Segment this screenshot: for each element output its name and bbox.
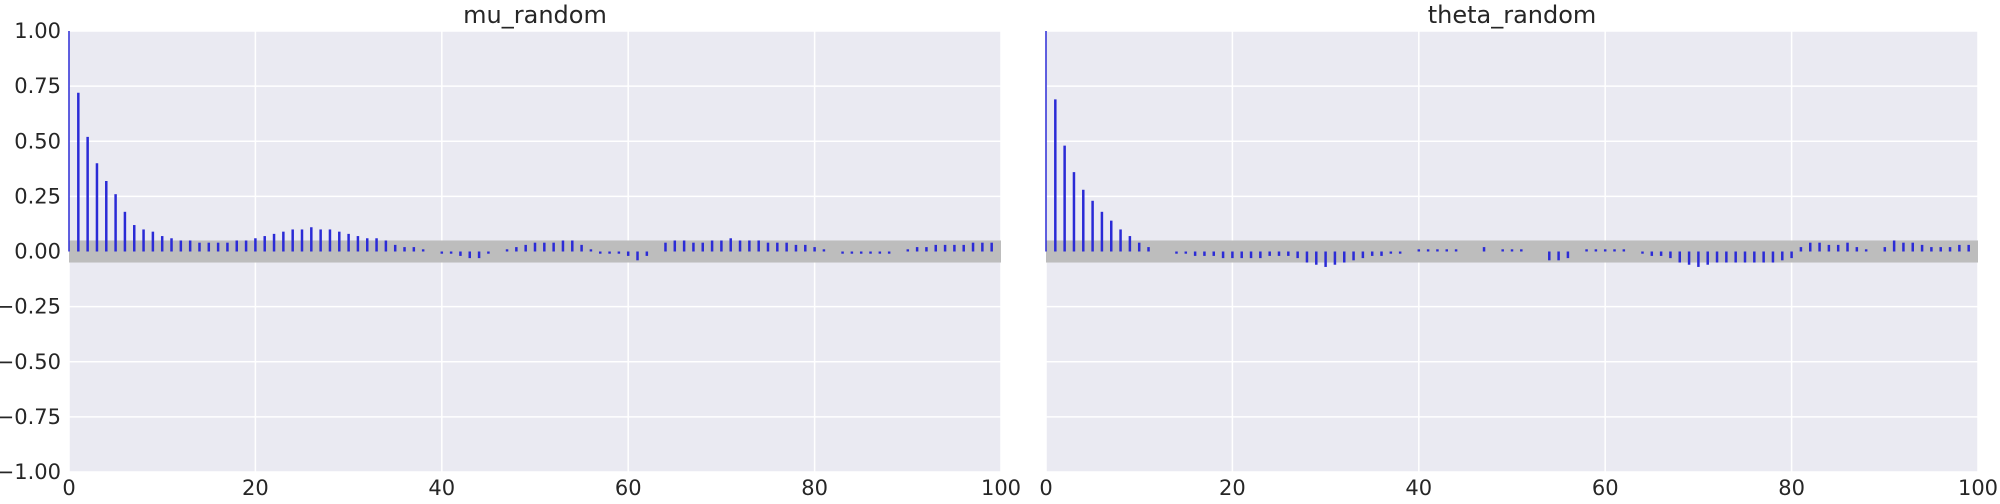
y-tick-label: 0.75 (14, 74, 61, 98)
x-tick-label: 60 (1592, 476, 1619, 500)
x-tick-label: 0 (1039, 476, 1052, 500)
x-tick-label: 20 (1219, 476, 1246, 500)
x-tick-label: 80 (801, 476, 828, 500)
y-tick-label: −0.25 (0, 295, 61, 319)
y-tick-label: 0.25 (14, 184, 61, 208)
x-tick-label: 40 (428, 476, 455, 500)
x-tick-label: 0 (62, 476, 75, 500)
x-tick-label: 40 (1405, 476, 1432, 500)
x-tick-label: 20 (242, 476, 269, 500)
panel-title-theta-random: theta_random (1428, 1, 1597, 29)
y-tick-label: −0.75 (0, 405, 61, 429)
x-tick-label: 100 (1958, 476, 1998, 500)
y-tick-label: 1.00 (14, 19, 61, 43)
y-tick-label: −1.00 (0, 460, 61, 484)
y-tick-label: 0.50 (14, 129, 61, 153)
panel-title-mu-random: mu_random (463, 1, 607, 29)
y-tick-label: 0.00 (14, 240, 61, 264)
x-tick-label: 80 (1778, 476, 1805, 500)
x-tick-label: 60 (615, 476, 642, 500)
y-tick-label: −0.50 (0, 350, 61, 374)
panel-theta-random: 0 20 40 60 80 100 theta_random (1039, 1, 1998, 500)
x-tick-label: 100 (981, 476, 1021, 500)
panel-mu-random: 0 20 40 60 80 100 1.00 0.75 0.50 0.25 0.00 −0.25 −0.… (0, 1, 1021, 500)
